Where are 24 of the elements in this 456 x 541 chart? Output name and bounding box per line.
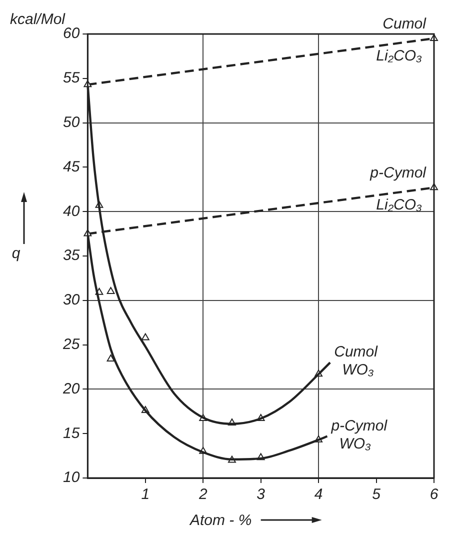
series-label: Cumol Li₂CO₃ [376, 15, 427, 64]
x-tick-label: 4 [314, 486, 323, 504]
y-tick-label: 15 [62, 424, 80, 442]
y-tick-label: 30 [62, 292, 80, 309]
series-label: p-Cymol Li₂CO₃ [369, 164, 427, 214]
y-tick-label: 10 [62, 469, 80, 486]
text: kcal/Mol [10, 11, 66, 28]
x-tick-label: 1 [141, 486, 150, 504]
y-axis-title: q [12, 245, 21, 262]
series-label: p-Cymol WO₃ [330, 417, 388, 452]
x-tick-label: 5 [372, 486, 382, 504]
y-tick-label: 40 [62, 202, 80, 220]
x-axis-title: Atom - % [189, 512, 252, 529]
y-tick-label: 50 [62, 114, 80, 131]
y-tick-label: 60 [62, 25, 80, 42]
x-tick-label: 3 [256, 486, 266, 504]
y-tick-label: 55 [62, 70, 80, 87]
y-tick-label: 20 [62, 380, 80, 398]
x-tick-label: 2 [198, 486, 208, 504]
y-tick-label: 35 [62, 247, 80, 264]
x-tick-label: 6 [430, 486, 439, 504]
series-label: Cumol WO₃ [334, 344, 378, 379]
y-tick-label: 25 [62, 336, 80, 353]
y-tick-label: 45 [62, 158, 80, 176]
